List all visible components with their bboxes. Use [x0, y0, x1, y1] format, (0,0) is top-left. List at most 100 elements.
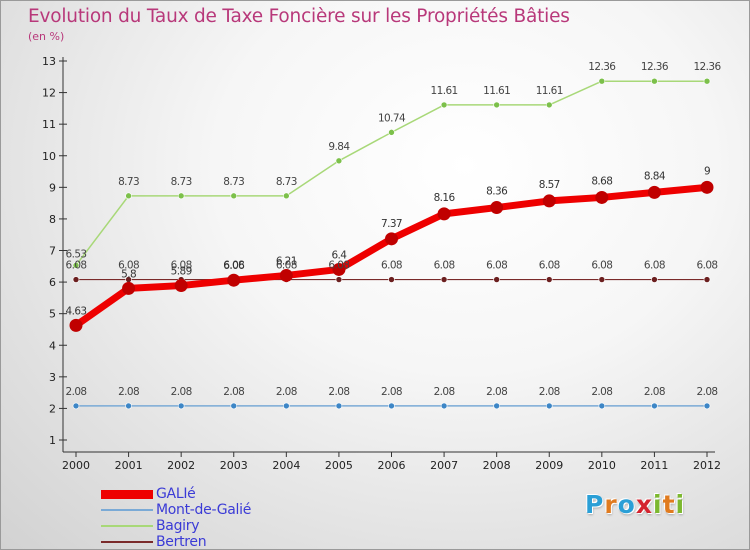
- y-tick: 11: [42, 118, 67, 131]
- data-labels-bagiry: 6.53 8.73 8.73 8.73 8.73 9.84 10.74 11.61 11.61 1…: [66, 61, 723, 260]
- legend-swatch: [101, 541, 153, 543]
- data-point: [335, 276, 343, 283]
- series-mont-de-gali-: [72, 402, 711, 410]
- y-tick: 1: [49, 434, 67, 447]
- data-label: 8.16: [434, 192, 456, 204]
- data-point: [388, 402, 395, 410]
- data-point: [227, 273, 241, 287]
- data-label: 2.08: [381, 386, 402, 398]
- data-label: 10.74: [378, 112, 406, 124]
- data-label: 8.73: [171, 176, 192, 188]
- x-tick-label: 2010: [588, 459, 616, 472]
- data-labels-bertren: 6.08 6.08 6.08 6.08 6.08 6.08 6.08 6.08 6.08 6.08…: [66, 260, 719, 272]
- series-gali-: [69, 180, 714, 332]
- data-label: 2.08: [171, 386, 192, 398]
- y-tick: 13: [42, 55, 67, 68]
- data-label: 2.08: [539, 386, 560, 398]
- data-label: 8.73: [223, 176, 244, 188]
- data-label: 6.08: [381, 260, 402, 272]
- y-tick-label: 3: [49, 371, 56, 384]
- y-tick-label: 11: [42, 118, 56, 131]
- data-point: [125, 192, 132, 200]
- y-tick-label: 5: [49, 308, 56, 321]
- data-label: 12.36: [641, 61, 669, 73]
- data-point: [545, 276, 553, 283]
- data-label: 2.08: [328, 386, 349, 398]
- data-point: [598, 402, 606, 410]
- chart-title: Evolution du Taux de Taxe Foncière sur l…: [28, 6, 570, 27]
- data-point: [703, 77, 711, 85]
- data-label: 8.68: [591, 175, 612, 187]
- data-point: [595, 190, 609, 204]
- x-tick: 2010: [588, 452, 616, 472]
- data-point: [125, 402, 132, 410]
- x-tick-label: 2012: [693, 459, 721, 472]
- data-label: 5.8: [121, 268, 136, 280]
- logo-letter: i: [653, 490, 663, 519]
- data-label: 11.61: [431, 85, 458, 97]
- data-label: 7.37: [381, 218, 402, 230]
- logo-letter: r: [604, 490, 618, 519]
- data-label: 9.84: [328, 141, 350, 153]
- data-label: 8.73: [118, 176, 139, 188]
- legend-label: Bertren: [156, 534, 207, 550]
- x-tick: 2007: [430, 452, 458, 472]
- data-point: [651, 77, 658, 85]
- data-point: [542, 194, 556, 208]
- data-point: [385, 232, 398, 246]
- x-tick-label: 2011: [640, 459, 668, 472]
- data-point: [332, 262, 346, 276]
- y-tick-label: 1: [49, 434, 56, 447]
- data-label: 6.08: [486, 260, 507, 272]
- data-label: 2.08: [118, 386, 139, 398]
- data-point: [651, 276, 658, 283]
- x-tick: 2000: [62, 452, 90, 472]
- x-tick-label: 2002: [167, 459, 195, 472]
- data-point: [703, 402, 711, 410]
- series-line: [72, 183, 711, 329]
- data-label: 2.08: [276, 386, 297, 398]
- data-label: 11.61: [483, 85, 510, 97]
- y-tick: 12: [42, 87, 67, 100]
- y-tick-label: 10: [42, 150, 56, 163]
- data-label: 6.53: [66, 248, 87, 260]
- data-point: [703, 276, 711, 283]
- x-tick: 2001: [115, 452, 143, 472]
- y-tick-label: 2: [49, 402, 56, 415]
- data-label: 2.08: [66, 386, 87, 398]
- data-label: 2.08: [591, 386, 612, 398]
- data-label: 6.21: [276, 255, 297, 267]
- data-label: 4.63: [66, 305, 87, 317]
- y-tick: 10: [42, 150, 67, 163]
- data-label: 9: [704, 165, 710, 177]
- x-tick-label: 2005: [325, 459, 353, 472]
- logo-letter: i: [675, 490, 686, 519]
- data-label: 11.61: [536, 85, 563, 97]
- data-label: 8.73: [276, 176, 297, 188]
- data-label: 6.08: [328, 260, 349, 272]
- data-label: 6.4: [331, 249, 347, 261]
- data-point: [69, 318, 83, 332]
- x-tick: 2009: [535, 452, 563, 472]
- data-labels-mont-de-gali-: 2.08 2.08 2.08 2.08 2.08 2.08 2.08 2.08 2.08 2.08…: [66, 386, 719, 398]
- data-point: [230, 192, 238, 200]
- data-point: [493, 276, 500, 283]
- data-label: 6.08: [539, 260, 560, 272]
- x-tick: 2004: [272, 452, 300, 472]
- x-tick-label: 2007: [430, 459, 458, 472]
- x-tick-label: 2006: [378, 459, 406, 472]
- data-point: [647, 185, 661, 199]
- series-bertren: [72, 276, 711, 283]
- data-point: [545, 101, 553, 109]
- data-label: 2.08: [486, 386, 507, 398]
- x-tick-label: 2004: [272, 459, 300, 472]
- y-tick-label: 8: [49, 213, 56, 226]
- y-tick-label: 9: [49, 181, 56, 194]
- y-tick-label: 4: [49, 339, 56, 352]
- data-point: [651, 402, 658, 410]
- x-tick: 2006: [378, 452, 406, 472]
- data-label: 8.57: [539, 179, 560, 191]
- data-point: [177, 402, 185, 410]
- data-label: 6.08: [223, 260, 244, 272]
